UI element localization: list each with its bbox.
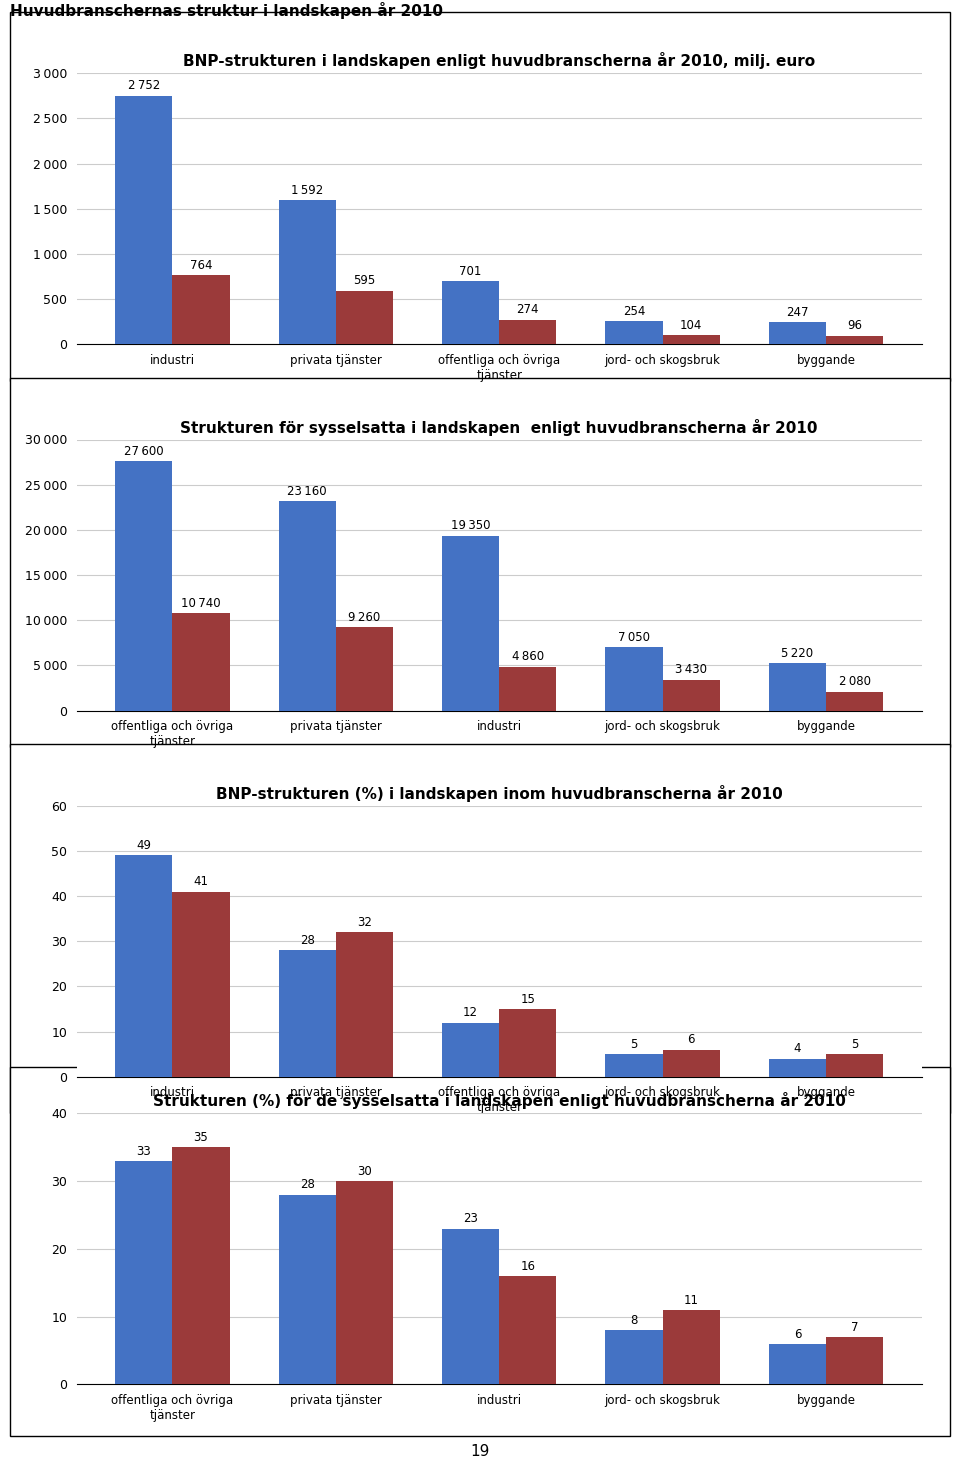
Text: 28: 28 [300, 935, 315, 946]
Text: 595: 595 [353, 274, 375, 287]
Bar [662, 1049, 720, 1077]
Bar [442, 281, 499, 344]
Text: 7 050: 7 050 [618, 630, 650, 643]
Bar [769, 322, 826, 344]
Text: 8: 8 [631, 1314, 637, 1327]
Bar [662, 335, 720, 344]
Bar [662, 1310, 720, 1384]
Text: 15: 15 [520, 993, 536, 1006]
Text: 35: 35 [194, 1131, 208, 1144]
Bar [499, 667, 557, 711]
Legend: Österbotten (totalt 83 000), Mellersta Österbotten (totalt 30 700): Österbotten (totalt 83 000), Mellersta Ö… [261, 820, 737, 845]
Bar [826, 1055, 883, 1077]
Bar [499, 319, 557, 344]
Text: 30: 30 [357, 1165, 372, 1178]
Bar [336, 1181, 393, 1384]
Text: 27 600: 27 600 [124, 445, 163, 459]
Bar [336, 290, 393, 344]
Text: 23 160: 23 160 [287, 485, 327, 498]
Text: 5: 5 [851, 1037, 858, 1050]
Text: 96: 96 [847, 319, 862, 333]
Text: 6: 6 [687, 1033, 695, 1046]
Text: 28: 28 [300, 1178, 315, 1191]
Bar [336, 932, 393, 1077]
Bar [173, 892, 229, 1077]
Text: 16: 16 [520, 1260, 536, 1273]
Text: 12: 12 [463, 1006, 478, 1020]
Text: 274: 274 [516, 303, 540, 316]
Text: 41: 41 [194, 875, 208, 888]
Title: BNP-strukturen i landskapen enligt huvudbranscherna år 2010, milj. euro: BNP-strukturen i landskapen enligt huvud… [183, 53, 815, 69]
Text: Huvudbranschernas struktur i landskapen år 2010: Huvudbranschernas struktur i landskapen … [10, 1, 443, 19]
Bar [115, 95, 173, 344]
Text: 104: 104 [680, 318, 703, 331]
Text: 2 752: 2 752 [128, 79, 160, 92]
Text: 764: 764 [190, 259, 212, 272]
Bar [606, 648, 662, 711]
Bar [336, 627, 393, 711]
Bar [115, 856, 173, 1077]
Bar [442, 536, 499, 711]
Bar [499, 1276, 557, 1384]
Bar [278, 951, 336, 1077]
Text: 49: 49 [136, 839, 152, 853]
Bar [606, 321, 662, 344]
Bar [662, 680, 720, 711]
Bar [769, 664, 826, 711]
Text: 701: 701 [460, 265, 482, 278]
Bar [826, 1338, 883, 1384]
Text: 2 080: 2 080 [839, 675, 871, 689]
Bar [442, 1023, 499, 1077]
Bar [115, 461, 173, 711]
Bar [278, 1195, 336, 1384]
Text: 1 592: 1 592 [291, 185, 324, 198]
Bar [173, 1147, 229, 1384]
Bar [499, 1009, 557, 1077]
Text: 10 740: 10 740 [181, 598, 221, 611]
Text: 4 860: 4 860 [512, 650, 544, 664]
Text: 19 350: 19 350 [451, 520, 491, 532]
Bar [826, 691, 883, 711]
Text: 33: 33 [136, 1144, 151, 1157]
Text: 7: 7 [851, 1321, 858, 1333]
Bar [769, 1343, 826, 1384]
Bar [173, 614, 229, 711]
Bar [826, 335, 883, 344]
Bar [442, 1229, 499, 1384]
Title: Strukturen för sysselsatta i landskapen  enligt huvudbranscherna år 2010: Strukturen för sysselsatta i landskapen … [180, 419, 818, 435]
Text: 9 260: 9 260 [348, 611, 380, 624]
Bar [173, 275, 229, 344]
Title: BNP-strukturen (%) i landskapen inom huvudbranscherna år 2010: BNP-strukturen (%) i landskapen inom huv… [216, 785, 782, 801]
Text: 3 430: 3 430 [675, 664, 708, 677]
Text: 6: 6 [794, 1327, 802, 1340]
Legend: Österbotten (totalt 5610), Mellersta Österbotten (totalt 1849): Österbotten (totalt 5610), Mellersta Öst… [273, 454, 726, 479]
Bar [606, 1055, 662, 1077]
Text: 32: 32 [357, 916, 372, 929]
Text: 247: 247 [786, 306, 808, 319]
Bar [606, 1330, 662, 1384]
Text: 5: 5 [631, 1037, 637, 1050]
Bar [278, 201, 336, 344]
Text: 4: 4 [794, 1043, 802, 1055]
Text: 23: 23 [463, 1213, 478, 1225]
Text: 5 220: 5 220 [781, 648, 813, 661]
Text: 11: 11 [684, 1294, 699, 1307]
Legend: Österbotten, Mellersta Österbotten: Österbotten, Mellersta Österbotten [356, 1187, 642, 1212]
Text: 254: 254 [623, 305, 645, 318]
Bar [115, 1160, 173, 1384]
Text: 19: 19 [470, 1444, 490, 1459]
Bar [278, 501, 336, 711]
Bar [769, 1059, 826, 1077]
Title: Strukturen (%) för de sysselsatta i landskapen enligt huvudbranscherna år 2010: Strukturen (%) för de sysselsatta i land… [153, 1093, 846, 1109]
